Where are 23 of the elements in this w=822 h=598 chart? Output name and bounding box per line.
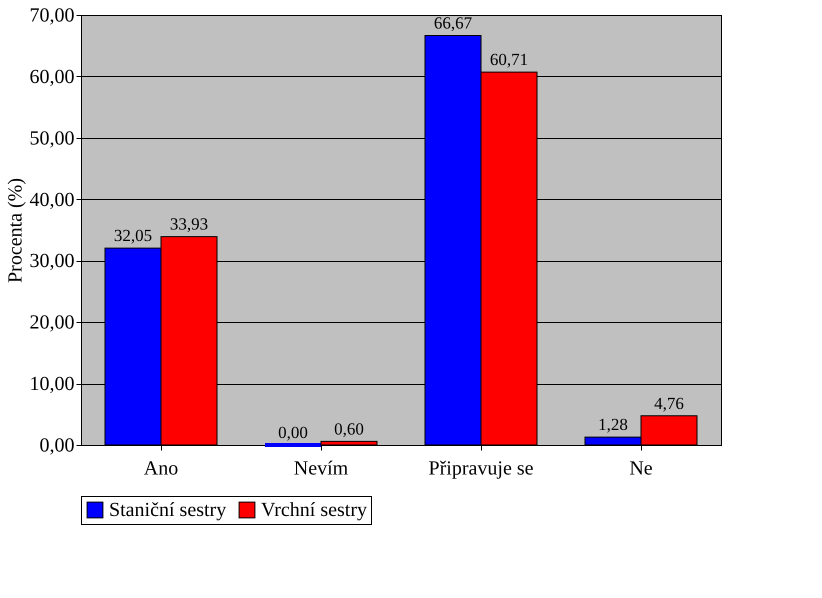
data-label: 0,60 [334, 419, 364, 438]
y-tick-label: 0,00 [40, 434, 74, 456]
x-tick-label: Ne [629, 458, 653, 480]
data-label: 33,93 [170, 214, 208, 234]
y-tick-label: 70,00 [30, 4, 74, 26]
data-label: 4,76 [654, 394, 684, 413]
data-label: 60,71 [490, 50, 528, 70]
data-label: 0,00 [278, 423, 308, 442]
y-tick-label: 10,00 [30, 373, 74, 396]
x-tick-label: Připravuje se [428, 458, 534, 480]
y-tick-label: 50,00 [30, 127, 74, 150]
data-label: 1,28 [598, 415, 628, 434]
data-label: 32,05 [114, 226, 152, 246]
x-tick-label: Nevím [294, 458, 349, 480]
y-tick-label: 20,00 [30, 312, 74, 334]
legend-label: Vrchní sestry [261, 499, 367, 521]
y-tick-label: 60,00 [30, 66, 74, 88]
y-tick-label: 40,00 [30, 188, 74, 211]
y-axis-title: Procenta (%) [4, 178, 26, 283]
x-tick-label: Ano [144, 458, 178, 480]
data-label: 66,67 [434, 13, 473, 32]
y-tick-label: 30,00 [30, 250, 74, 272]
legend-label: Staniční sestry [109, 499, 226, 521]
